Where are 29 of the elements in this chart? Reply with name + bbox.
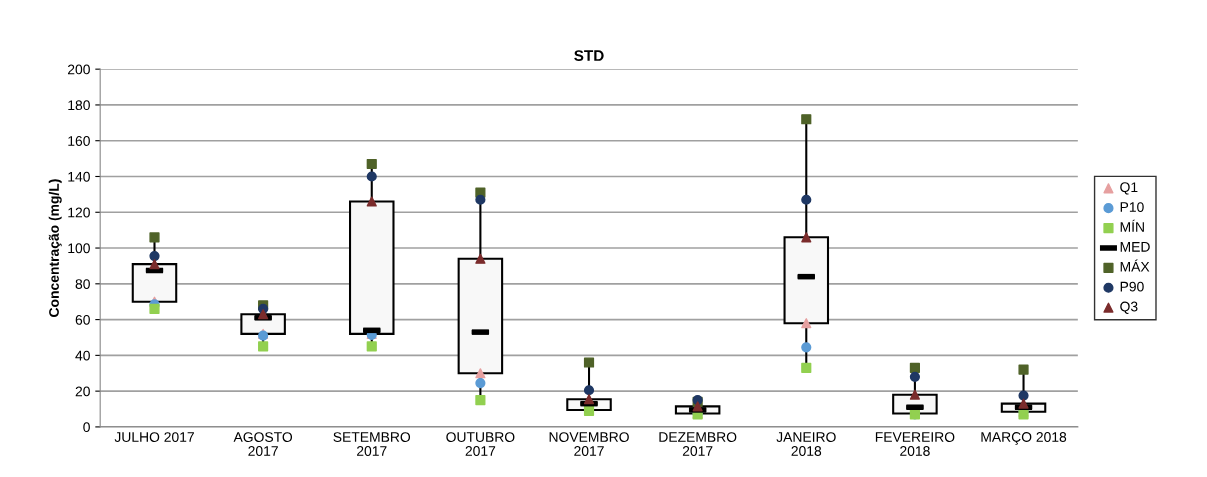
- y-tick-label: 100: [68, 243, 90, 254]
- x-tick-label: NOVEMBRO 2017: [549, 432, 629, 456]
- y-tick-label: 80: [75, 279, 90, 289]
- x-tick-label: JANEIRO 2018: [776, 432, 836, 456]
- y-tick-label: 60: [75, 314, 90, 325]
- y-tick-label: 200: [67, 64, 90, 75]
- y-tick-label: 180: [68, 100, 90, 111]
- legend-label: P90: [1120, 281, 1144, 292]
- legend-label: MED: [1120, 242, 1150, 252]
- y-axis-title: Concentração (mg/L): [48, 179, 62, 317]
- y-tick-label: 20: [75, 386, 90, 397]
- x-tick-label: JULHO 2017: [114, 432, 194, 442]
- legend-label: Q3: [1120, 301, 1138, 314]
- x-tick-label: AGOSTO 2017: [233, 432, 293, 456]
- y-tick-label: 140: [68, 171, 90, 182]
- legend-label: MÁX: [1120, 259, 1150, 272]
- legend-label: MÍN: [1120, 219, 1144, 232]
- x-tick-label: FEVEREIRO 2018: [875, 432, 955, 456]
- y-tick-label: 160: [68, 136, 90, 146]
- x-tick-label: DEZEMBRO 2017: [659, 432, 737, 456]
- x-tick-label: OUTUBRO 2017: [446, 432, 515, 456]
- y-tick-label: 120: [68, 207, 90, 218]
- chart-title: STD: [574, 50, 604, 61]
- x-tick-label: MARÇO 2018: [981, 432, 1067, 445]
- legend-label: Q1: [1120, 182, 1138, 195]
- x-tick-label: SETEMBRO 2017: [333, 432, 411, 456]
- legend-label: P10: [1120, 202, 1144, 212]
- y-tick-label: 40: [75, 350, 90, 361]
- y-tick-label: 0: [83, 422, 90, 433]
